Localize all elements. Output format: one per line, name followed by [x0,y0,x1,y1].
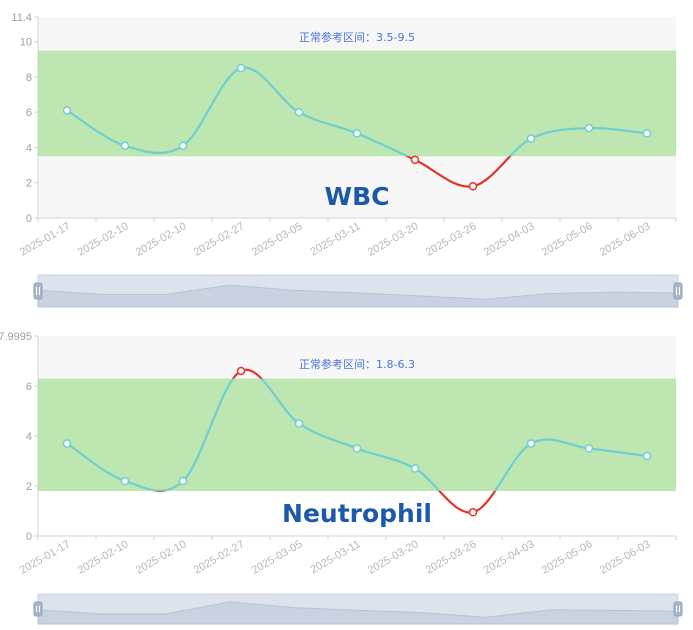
data-point[interactable] [236,63,246,73]
zoom-handle-grip[interactable] [673,601,683,617]
normal-range-band [38,378,676,491]
zoom-handle-grip[interactable] [33,282,43,300]
below-range-band [38,490,676,536]
zoom-slider[interactable] [33,274,683,308]
data-point[interactable] [584,123,594,133]
data-point[interactable] [178,476,188,486]
y-tick-label: 4 [26,431,32,443]
data-point[interactable] [178,141,188,150]
data-point[interactable] [410,464,420,473]
x-tick-label: 2025-05-06 [540,538,595,577]
neutrophil-chart-panel: 0 2 4 6 7.9995 2025-01-17 2025-02-10 2025-02-10… [0,320,693,630]
data-point[interactable] [236,366,246,376]
x-tick-label: 2025-03-11 [308,220,362,258]
zoom-handle-grip[interactable] [33,601,43,617]
x-tick-label: 2025-04-03 [482,538,537,577]
data-point[interactable] [62,106,72,115]
x-tick-label: 2025-02-10 [76,538,131,577]
zoom-handle-left[interactable] [33,601,43,617]
x-tick-label: 2025-02-27 [192,220,247,259]
x-tick-label: 2025-02-10 [134,220,189,259]
y-tick-label: 2 [26,178,32,190]
data-point[interactable] [526,134,536,143]
data-point[interactable] [642,451,652,461]
x-tick-label: 2025-05-06 [540,220,595,259]
x-tick-label: 2025-04-03 [482,220,537,259]
data-point[interactable] [120,141,130,150]
x-tick-label: 2025-03-26 [424,538,479,577]
reference-range-label: 正常参考区间：3.5-9.5 [299,30,415,44]
zoom-handle-right[interactable] [673,601,683,617]
zoom-handle-grip[interactable] [673,282,683,300]
y-tick-label: 6 [26,381,32,393]
data-point[interactable] [584,444,594,453]
x-tick-label: 2025-01-17 [18,538,73,577]
x-tick-label: 2025-03-20 [366,220,421,259]
zoom-handle-right[interactable] [673,282,683,300]
y-tick-label: 10 [20,37,32,49]
y-tick-label: 2 [26,481,32,493]
chart-title: Neutrophil [282,499,432,528]
data-point[interactable] [294,419,304,428]
y-tick-label: 0 [26,213,32,225]
data-point[interactable] [468,182,478,191]
data-point[interactable] [62,439,72,448]
above-range-band [38,17,676,51]
y-tick-label: 0 [26,531,32,543]
x-tick-label: 2025-03-05 [250,220,305,259]
x-tick-label: 2025-06-03 [598,220,653,259]
x-tick-label: 2025-02-10 [76,220,131,259]
x-tick-label: 2025-02-10 [134,538,189,577]
data-point[interactable] [468,507,478,517]
chart-title: WBC [325,182,390,211]
wbc-chart-panel: 0 2 4 6 8 10 11.4 2025-01-17 2025-02-10 2025-02-1… [11,12,683,308]
above-range-band [38,336,676,379]
zoom-slider-preview [37,284,679,308]
zoom-handle-left[interactable] [33,282,43,300]
data-point[interactable] [410,155,420,165]
x-tick-label: 2025-03-20 [366,538,421,577]
y-tick-label: 6 [26,107,32,119]
zoom-slider[interactable] [33,593,683,625]
normal-range-band [38,50,676,157]
data-point[interactable] [120,476,130,486]
data-point[interactable] [642,129,652,138]
y-tick-label: 11.4 [11,12,32,24]
data-point[interactable] [526,439,536,448]
y-tick-label: 4 [26,142,32,154]
x-tick-label: 2025-06-03 [598,538,653,577]
data-point[interactable] [352,129,362,138]
y-tick-label: 8 [26,72,32,84]
x-tick-label: 2025-03-11 [308,538,362,576]
series-line-normal [66,66,648,157]
x-tick-label: 2025-03-05 [250,538,305,577]
data-point[interactable] [352,444,362,453]
x-tick-label: 2025-01-17 [18,220,73,259]
zoom-slider-preview [37,601,679,625]
below-range-band [38,156,676,218]
y-tick-label: 7.9995 [0,331,32,343]
data-point[interactable] [294,107,304,117]
x-tick-label: 2025-02-27 [192,538,247,577]
reference-range-label: 正常参考区间：1.8-6.3 [299,357,415,371]
x-tick-label: 2025-03-26 [424,220,479,259]
